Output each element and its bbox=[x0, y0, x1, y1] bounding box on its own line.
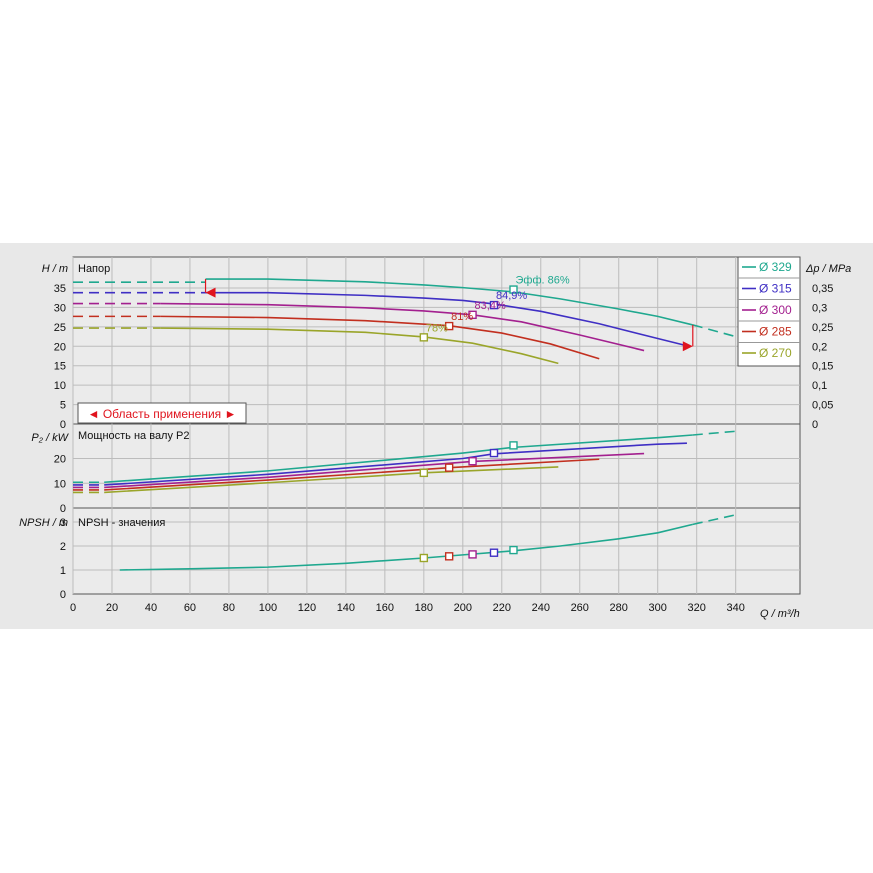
power-y-axis-label: P₂ / kW bbox=[31, 432, 69, 444]
npsh-panel-title: NPSH - значения bbox=[78, 517, 165, 529]
plot-area-head bbox=[72, 256, 801, 425]
x-tick-label: 80 bbox=[223, 602, 235, 614]
efficiency-label-d285: 81% bbox=[451, 311, 473, 323]
x-tick-label: 160 bbox=[376, 602, 394, 614]
operating-point-d270 bbox=[419, 553, 429, 563]
legend-label-d285: Ø 285 bbox=[759, 325, 792, 339]
series-line-d300 bbox=[104, 452, 645, 489]
operating-point-d315 bbox=[489, 448, 499, 458]
efficiency-label-d315: 84,9% bbox=[496, 290, 527, 302]
series-tail-d329 bbox=[692, 430, 736, 436]
legend-label-d300: Ø 300 bbox=[759, 303, 792, 317]
x-tick-label: 280 bbox=[610, 602, 628, 614]
series-line-d329 bbox=[119, 523, 693, 571]
y-tick-label: 20 bbox=[54, 341, 66, 353]
series-line-d300 bbox=[160, 302, 645, 352]
y-tick-label: 2 bbox=[60, 541, 66, 553]
y-tick-label: 3 bbox=[60, 517, 66, 529]
x-tick-label: 300 bbox=[649, 602, 667, 614]
x-tick-label: 180 bbox=[415, 602, 433, 614]
series-line-d329 bbox=[104, 434, 693, 484]
plot-area-npsh bbox=[72, 507, 801, 595]
x-axis-label: Q / m³/h bbox=[760, 608, 800, 620]
x-tick-label: 260 bbox=[571, 602, 589, 614]
operating-point-d315 bbox=[489, 300, 499, 310]
y-tick-label: 25 bbox=[54, 322, 66, 334]
series-tail-d329 bbox=[692, 324, 736, 338]
x-tick-label: 60 bbox=[184, 602, 196, 614]
head-y-axis-label: H / m bbox=[42, 263, 68, 275]
legend: Ø 329 Ø 315 Ø 300 Ø 285 Ø 270 bbox=[737, 256, 801, 367]
right-tick-label: 0,15 bbox=[812, 361, 833, 373]
operating-point-d285 bbox=[444, 463, 454, 472]
y-tick-label: 0 bbox=[60, 589, 66, 601]
operating-point-d300 bbox=[468, 310, 477, 320]
legend-label-d329: Ø 329 bbox=[759, 260, 792, 274]
x-tick-label: 40 bbox=[145, 602, 157, 614]
range-end-arrow bbox=[682, 341, 693, 352]
range-start-arrow bbox=[205, 287, 216, 298]
y-tick-label: 15 bbox=[54, 361, 66, 373]
y-tick-label: 10 bbox=[54, 478, 66, 490]
right-tick-label: 0,05 bbox=[812, 400, 833, 412]
right-tick-label: 0,2 bbox=[812, 341, 827, 353]
x-tick-label: 20 bbox=[106, 602, 118, 614]
right-tick-label: 0 bbox=[812, 419, 818, 431]
right-tick-label: 0,25 bbox=[812, 322, 833, 334]
operating-point-d300 bbox=[468, 457, 477, 466]
right-tick-label: 0,1 bbox=[812, 380, 827, 392]
right-tick-label: 0,35 bbox=[812, 283, 833, 295]
plot-area-power bbox=[72, 423, 801, 509]
head-right-axis-label: Δp / MPa bbox=[805, 263, 851, 275]
series-tail-d329 bbox=[692, 514, 736, 526]
operating-point-d285 bbox=[444, 552, 454, 561]
application-range-box: ◄ Область применения ► bbox=[77, 402, 247, 424]
pump-performance-chart: Эфф. 86%84,9%83,4%81%78% 0 20 40 60 80 100 120… bbox=[19, 256, 851, 620]
operating-point-d329 bbox=[509, 545, 518, 555]
series-line-d315 bbox=[104, 442, 687, 486]
efficiency-label-d300: 83,4% bbox=[475, 300, 506, 312]
operating-point-d270 bbox=[419, 468, 429, 478]
application-range-label: ◄ Область применения ► bbox=[88, 407, 237, 421]
y-tick-label: 30 bbox=[54, 302, 66, 314]
series-line-d285 bbox=[104, 458, 600, 491]
npsh-y-axis-label: NPSH / m bbox=[19, 517, 68, 529]
x-tick-label: 220 bbox=[493, 602, 511, 614]
operating-point-d270 bbox=[419, 333, 429, 342]
y-tick-label: 0 bbox=[60, 419, 66, 431]
legend-box bbox=[737, 256, 801, 367]
y-tick-label: 1 bbox=[60, 565, 66, 577]
x-tick-label: 200 bbox=[454, 602, 472, 614]
y-tick-label: 35 bbox=[54, 283, 66, 295]
y-tick-label: 5 bbox=[60, 400, 66, 412]
y-tick-label: 0 bbox=[60, 503, 66, 515]
x-tick-label: 240 bbox=[532, 602, 550, 614]
x-tick-label: 320 bbox=[688, 602, 706, 614]
operating-point-d329 bbox=[509, 285, 518, 294]
x-tick-label: 120 bbox=[298, 602, 316, 614]
operating-point-d300 bbox=[468, 550, 477, 559]
right-tick-label: 0,3 bbox=[812, 302, 827, 314]
legend-label-d270: Ø 270 bbox=[759, 346, 792, 360]
x-tick-label: 340 bbox=[727, 602, 745, 614]
operating-point-d285 bbox=[444, 321, 454, 331]
efficiency-label-d329: Эфф. 86% bbox=[515, 275, 569, 287]
legend-label-d315: Ø 315 bbox=[759, 282, 792, 296]
efficiency-label-d270: 78% bbox=[426, 322, 448, 334]
series-line-d329 bbox=[205, 278, 693, 326]
y-tick-label: 20 bbox=[54, 454, 66, 466]
pump-curve-panel: Эфф. 86% 84,9% 83,4% 81% 78% 0 20 40 60 80 100 120… bbox=[0, 243, 873, 629]
series-line-d270 bbox=[104, 466, 559, 494]
power-panel-title: Мощность на валу P2 bbox=[78, 430, 190, 442]
y-tick-label: 10 bbox=[54, 380, 66, 392]
x-tick-label: 0 bbox=[70, 602, 76, 614]
x-tick-label: 140 bbox=[337, 602, 355, 614]
head-panel-title: Напор bbox=[78, 263, 110, 275]
operating-point-d315 bbox=[489, 548, 499, 557]
x-tick-label: 100 bbox=[259, 602, 277, 614]
operating-point-d329 bbox=[509, 441, 518, 450]
series-line-d315 bbox=[205, 291, 690, 348]
